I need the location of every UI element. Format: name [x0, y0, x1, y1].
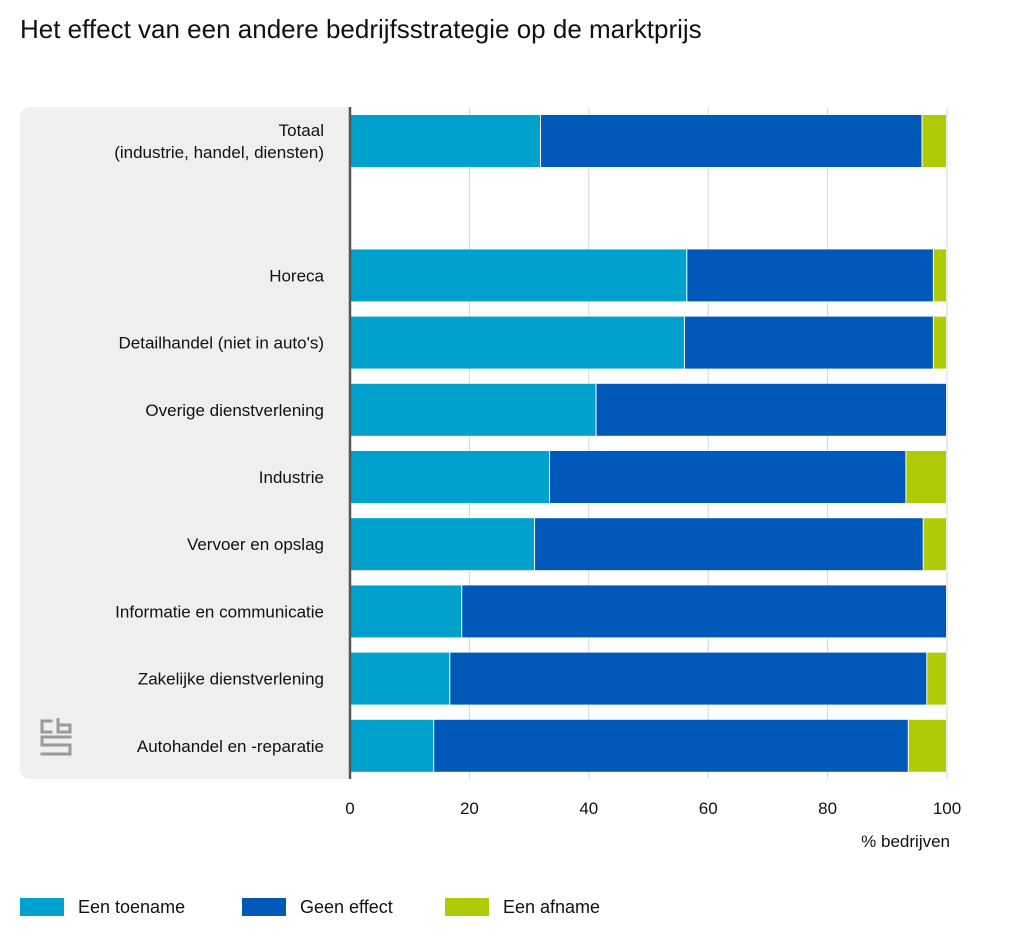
bar-segment	[350, 383, 596, 436]
bar-segment	[350, 719, 434, 772]
x-axis-ticks: 0 20 40 60 80 100	[345, 799, 961, 818]
bar-segment	[684, 316, 933, 369]
category-label: Detailhandel (niet in auto's)	[119, 334, 324, 353]
legend-label: Geen effect	[300, 897, 393, 917]
x-tick-label: 40	[579, 799, 598, 818]
category-label: Informatie en communicatie	[115, 602, 324, 621]
category-label: Industrie	[259, 468, 324, 487]
category-label-line: Zakelijke dienstverlening	[138, 670, 324, 689]
bar-segment	[350, 115, 541, 167]
legend-label: Een afname	[503, 897, 601, 917]
bar-segment	[541, 115, 922, 167]
bar-segment	[927, 652, 946, 705]
bar-segment	[923, 518, 946, 571]
category-label-line: (industrie, handel, diensten)	[114, 143, 324, 162]
x-tick-label: 20	[460, 799, 479, 818]
bar-segment	[350, 585, 462, 638]
bar-segment	[350, 249, 687, 302]
category-label-line: Totaal	[279, 121, 324, 140]
bar-segment	[434, 719, 908, 772]
category-label: Totaal (industrie, handel, diensten)	[114, 121, 324, 162]
bar-segment	[687, 249, 933, 302]
bar-segment	[933, 316, 946, 369]
category-label-line: Overige dienstverlening	[145, 401, 324, 420]
bar-segment	[350, 652, 450, 705]
category-label: Vervoer en opslag	[187, 535, 324, 554]
chart-title: Het effect van een andere bedrijfsstrate…	[20, 14, 702, 44]
legend-swatch	[20, 898, 64, 916]
legend-swatch	[242, 898, 286, 916]
bar-segment	[908, 719, 946, 772]
x-tick-label: 0	[345, 799, 354, 818]
category-labels: Totaal (industrie, handel, diensten) Horec…	[114, 121, 324, 756]
bar-segment	[350, 316, 684, 369]
cbs-logo: cbs	[40, 718, 72, 756]
category-label-line: Detailhandel (niet in auto's)	[119, 334, 324, 353]
x-tick-label: 80	[818, 799, 837, 818]
bar-segment	[462, 585, 946, 638]
category-label: Overige dienstverlening	[145, 401, 324, 420]
bar-segment	[450, 652, 927, 705]
category-label: Autohandel en -reparatie	[137, 737, 324, 756]
bar-segment	[922, 115, 946, 167]
legend-label: Een toename	[78, 897, 186, 917]
category-label: Zakelijke dienstverlening	[138, 670, 324, 689]
category-label-line: Informatie en communicatie	[115, 602, 324, 621]
bar-segment	[549, 451, 906, 503]
category-label-panel	[20, 107, 350, 779]
category-label: Horeca	[269, 266, 324, 285]
x-tick-label: 60	[699, 799, 718, 818]
bar-segment	[596, 383, 946, 436]
category-label-line: Vervoer en opslag	[187, 535, 324, 554]
x-axis-title: % bedrijven	[861, 832, 950, 851]
bar-segment	[350, 518, 535, 571]
legend-swatch	[445, 898, 489, 916]
bar-segment	[906, 451, 946, 503]
bars	[350, 115, 946, 772]
category-label-line: Industrie	[259, 468, 324, 487]
bar-segment	[933, 249, 946, 302]
bar-segment	[350, 451, 549, 503]
bar-segment	[535, 518, 923, 571]
category-label-line: Autohandel en -reparatie	[137, 737, 324, 756]
x-tick-label: 100	[933, 799, 961, 818]
category-label-line: Horeca	[269, 266, 324, 285]
